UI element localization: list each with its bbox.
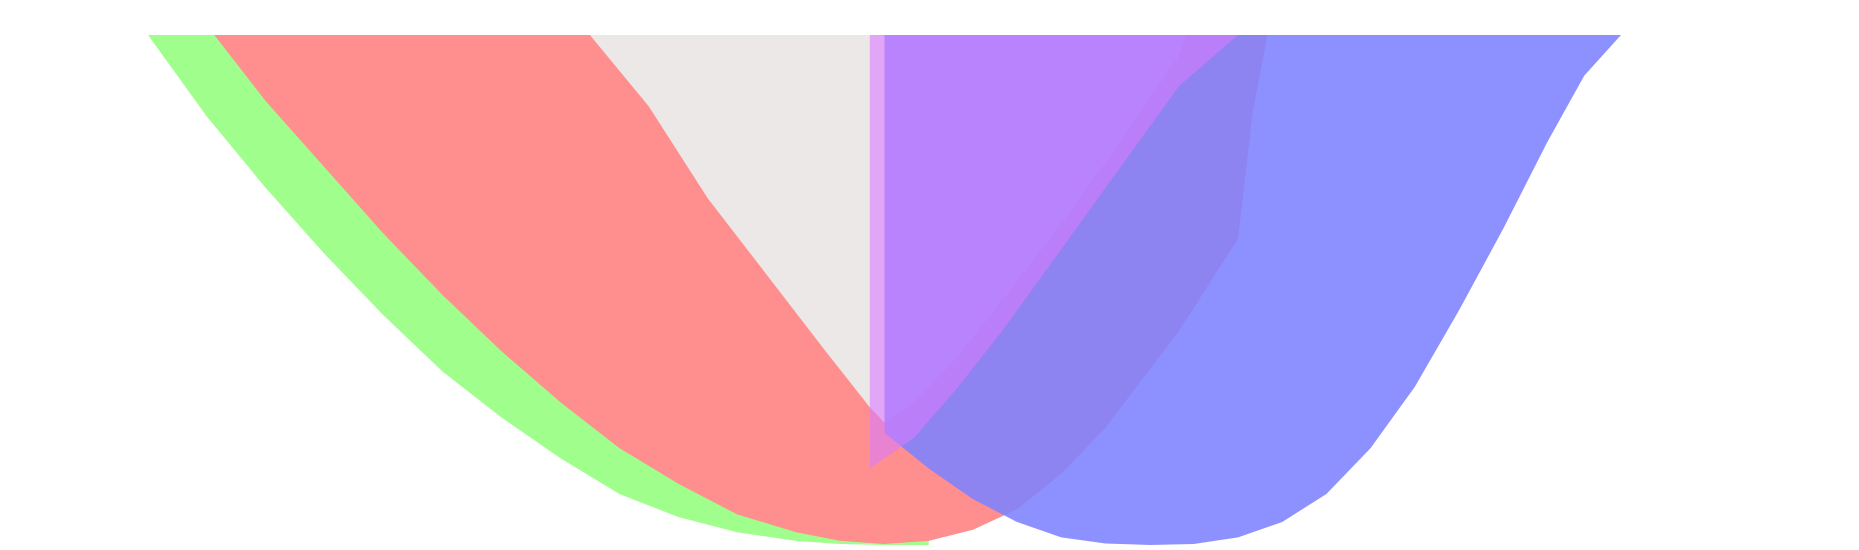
series-layer bbox=[148, 35, 1621, 545]
area-band-5 bbox=[869, 35, 1238, 469]
